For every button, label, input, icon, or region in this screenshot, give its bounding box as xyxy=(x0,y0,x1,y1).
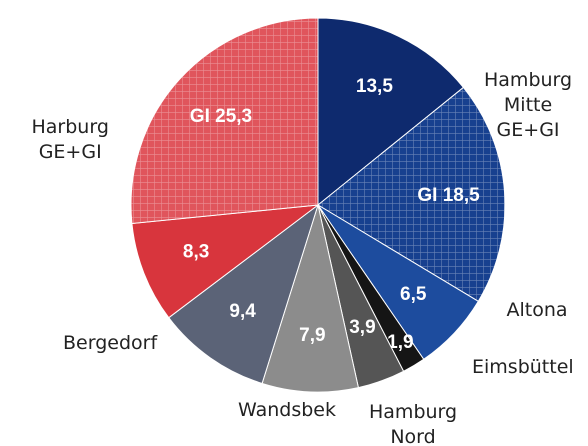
category-label: Altona xyxy=(506,298,568,321)
slice-hatch xyxy=(131,18,318,224)
category-label: Hamburg Nord xyxy=(369,401,458,446)
category-label: Wandsbek xyxy=(238,398,336,421)
data-label: 9,4 xyxy=(229,301,256,322)
category-label: Eimsbüttel xyxy=(472,355,574,378)
pie-slice xyxy=(131,204,320,319)
data-label: 1,9 xyxy=(387,332,413,353)
pie-slice xyxy=(317,17,465,207)
data-label: 7,9 xyxy=(299,325,325,346)
category-label: Hamburg Mitte GE+GI xyxy=(484,68,573,141)
data-label: 6,5 xyxy=(400,284,427,305)
data-label: GI 25,3 xyxy=(190,106,252,127)
data-label: 13,5 xyxy=(356,76,393,97)
data-label: GI 18,5 xyxy=(417,185,480,206)
category-label: Harburg GE+GI xyxy=(31,116,109,163)
data-label: 3,9 xyxy=(349,317,375,338)
pie-slice xyxy=(261,203,360,393)
pie-slice xyxy=(168,203,319,385)
slice-hatch xyxy=(318,87,506,302)
data-label: 8,3 xyxy=(183,242,209,263)
category-label: Bergedorf xyxy=(63,331,158,354)
